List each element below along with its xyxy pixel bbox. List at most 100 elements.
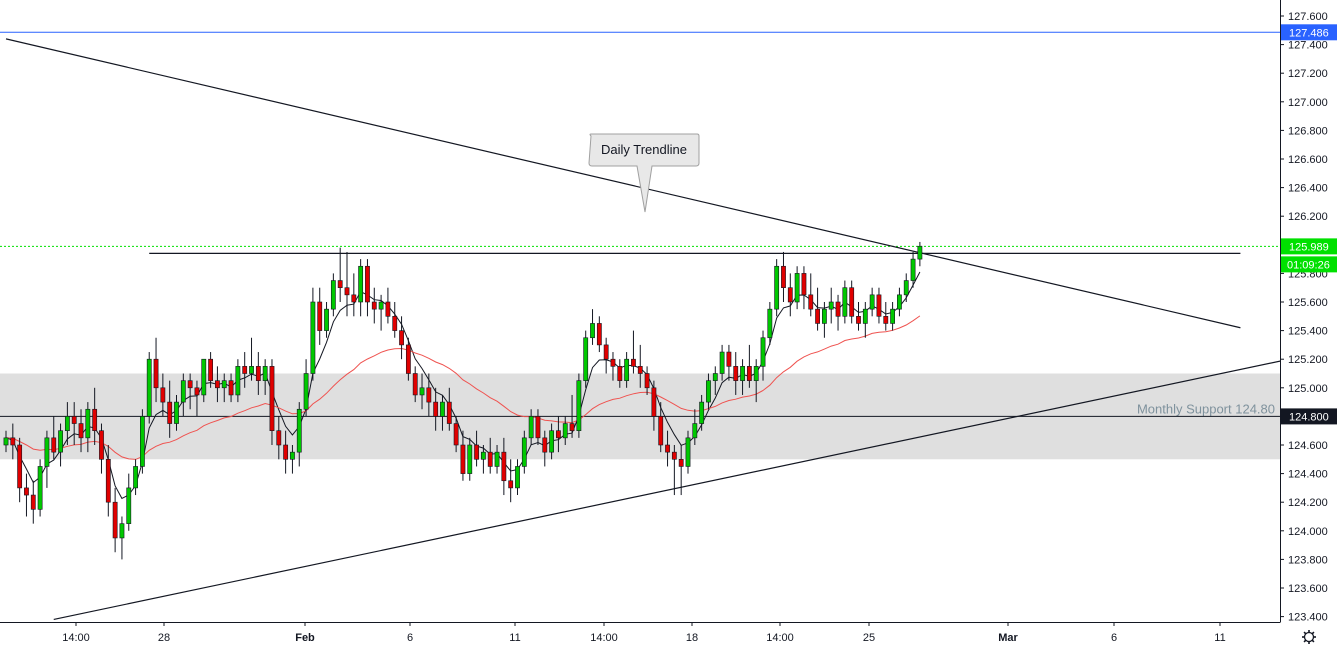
price-tick-label: 125.600 <box>1288 297 1328 309</box>
candle-100 <box>685 430 691 474</box>
candle-body <box>808 294 814 310</box>
candle-114 <box>781 251 786 302</box>
gear-icon[interactable] <box>1302 630 1316 644</box>
candle-21 <box>146 352 152 424</box>
candle-body <box>44 437 50 467</box>
candle-81 <box>556 416 561 453</box>
candle-body <box>794 273 800 303</box>
candle-92 <box>631 330 636 374</box>
candle-91 <box>624 352 630 388</box>
ema-slow-line <box>5 315 921 460</box>
candle-110 <box>753 359 759 403</box>
candle-body <box>51 437 57 453</box>
price-tick-label: 125.200 <box>1288 354 1328 366</box>
candle-33 <box>228 373 234 403</box>
candle-body <box>487 451 493 467</box>
candle-16 <box>112 487 118 553</box>
price-tick-label: 127.200 <box>1288 68 1328 80</box>
time-tick-label: Feb <box>295 632 315 644</box>
candle-87 <box>596 316 602 353</box>
candle-66 <box>453 416 459 453</box>
candle-82 <box>562 416 568 445</box>
candle-body <box>869 294 875 310</box>
candle-77 <box>528 409 534 445</box>
candle-75 <box>515 459 520 496</box>
candle-86 <box>590 309 595 345</box>
candle-5 <box>37 459 43 517</box>
candle-body <box>883 315 889 324</box>
candle-body <box>856 315 861 324</box>
candle-body <box>576 380 582 431</box>
candle-52 <box>358 259 364 317</box>
candle-103 <box>706 373 711 410</box>
candle-body <box>719 351 725 374</box>
candle-body <box>801 273 807 296</box>
time-tick-label: 25 <box>863 632 875 644</box>
trendline-1[interactable] <box>5 38 1241 329</box>
candle-30 <box>208 352 213 388</box>
candle-body <box>58 430 63 453</box>
candle-body <box>303 373 309 410</box>
callout-bubble[interactable] <box>588 133 700 213</box>
price-tag-text: 125.989 <box>1289 241 1329 253</box>
price-tick-label: 123.400 <box>1288 612 1328 624</box>
daily-trendline-callout[interactable]: Daily Trendline <box>588 133 700 213</box>
candle-body <box>835 301 841 317</box>
time-tick-label: Mar <box>998 632 1018 644</box>
candle-body <box>317 301 323 331</box>
candle-body <box>549 430 554 453</box>
time-tick-label: 28 <box>158 632 170 644</box>
candle-63 <box>433 387 439 431</box>
candle-body <box>92 408 98 432</box>
candle-body <box>821 308 827 324</box>
candle-body <box>399 330 404 346</box>
candle-body <box>897 294 902 310</box>
candle-130 <box>890 302 895 331</box>
candle-58 <box>399 316 404 360</box>
candle-40 <box>276 416 282 460</box>
trendline-2[interactable] <box>53 316 1341 621</box>
candle-body <box>521 437 527 467</box>
candle-body <box>740 366 745 381</box>
candle-body <box>876 294 882 317</box>
candle-101 <box>692 409 698 445</box>
time-tick-label: 18 <box>686 632 698 644</box>
candle-body <box>180 380 186 403</box>
candle-body <box>426 387 432 403</box>
candle-body <box>781 265 786 289</box>
price-lines <box>0 31 1280 417</box>
price-tick-label: 126.200 <box>1288 211 1328 223</box>
candle-27 <box>187 373 193 410</box>
candle-69 <box>474 430 479 467</box>
zone-label: Monthly Support 124.80 <box>1137 401 1275 416</box>
candle-127 <box>869 287 875 317</box>
candle-body <box>126 487 132 524</box>
candle-19 <box>133 459 138 496</box>
candle-72 <box>494 445 500 474</box>
candle-body <box>787 287 793 303</box>
price-axis[interactable]: 123.400 123.600 123.800 124.000 124.200 124.4… <box>1280 0 1341 650</box>
candle-body <box>262 366 268 381</box>
callout-label: Daily Trendline <box>601 142 687 157</box>
candle-body <box>862 308 868 324</box>
candle-body <box>228 380 234 396</box>
time-axis[interactable]: 14:00 28 Feb 6 11 14:00 18 14:00 25 Mar 6 11 <box>0 622 1281 644</box>
candle-body <box>903 280 909 296</box>
candle-60 <box>412 366 418 403</box>
candle-120 <box>821 302 827 338</box>
candle-body <box>215 380 220 389</box>
candle-98 <box>671 445 677 496</box>
trendlines[interactable] <box>5 38 1341 621</box>
price-tag-text: 127.486 <box>1289 27 1329 39</box>
candle-95 <box>651 380 657 431</box>
candles <box>3 241 923 560</box>
candle-102 <box>699 394 705 431</box>
candle-body <box>542 437 548 453</box>
candle-93 <box>637 344 643 388</box>
candle-body <box>249 366 254 374</box>
candle-body <box>624 358 630 381</box>
candle-123 <box>842 280 848 324</box>
candle-body <box>726 351 732 367</box>
